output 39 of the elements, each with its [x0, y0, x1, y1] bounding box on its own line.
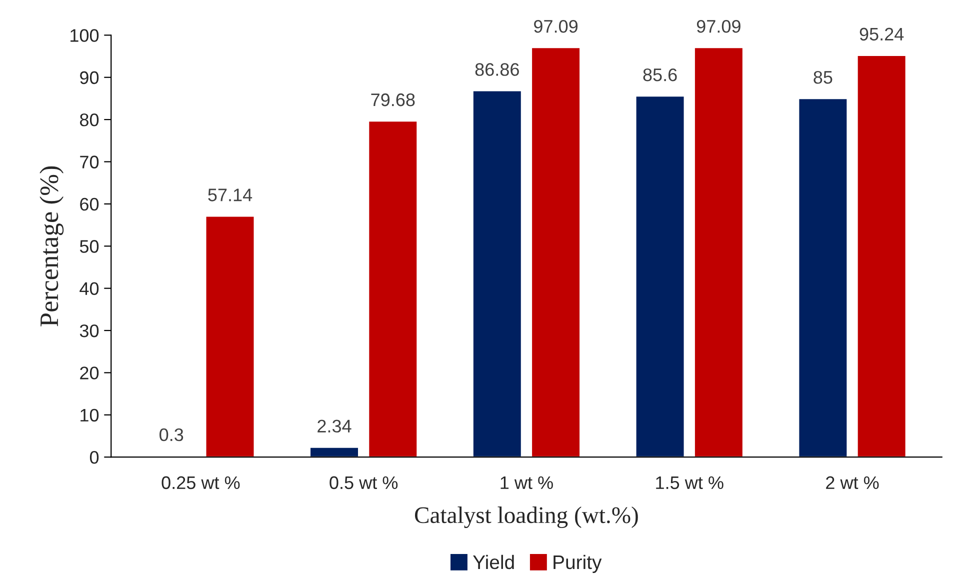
x-tick-label: 2 wt % [826, 476, 879, 490]
legend-label: Yield [473, 554, 514, 570]
data-label: 79.68 [371, 93, 415, 106]
y-tick-label: 10 [80, 408, 99, 422]
bar [472, 90, 522, 458]
bar [856, 54, 907, 458]
data-label: 97.09 [696, 20, 740, 33]
data-label: 57.14 [208, 188, 252, 202]
bar [204, 215, 256, 458]
y-tick-label: 20 [80, 366, 99, 380]
y-tick-label: 60 [80, 198, 99, 211]
data-label: 85 [814, 70, 832, 84]
x-tick-label: 1.5 wt % [656, 476, 724, 490]
y-tick-label: 30 [80, 324, 99, 338]
bar [694, 46, 744, 458]
data-label: 86.86 [475, 63, 519, 76]
bar [530, 46, 581, 458]
legend-label: Purity [554, 554, 602, 573]
data-label: 0.3 [160, 428, 184, 442]
y-tick-label: 50 [80, 240, 99, 253]
bar [368, 120, 418, 458]
y-tick-label: 80 [80, 113, 99, 126]
bar [309, 446, 360, 458]
bar [798, 98, 848, 458]
y-tick-label: 90 [80, 71, 99, 84]
data-label: 95.24 [860, 28, 904, 41]
y-tick-label: 100 [70, 29, 99, 42]
x-tick-label: 1 wt % [500, 476, 553, 490]
x-axis-title: Catalyst loading (wt.%) [414, 506, 638, 528]
data-label: 97.09 [534, 20, 578, 33]
y-tick-label: 40 [80, 282, 99, 296]
x-tick-label: 0.5 wt % [330, 476, 398, 490]
data-label: 2.34 [318, 420, 352, 433]
data-label: 85.6 [643, 68, 677, 82]
x-tick-label: 0.25 wt % [162, 476, 240, 490]
y-tick-label: 70 [80, 156, 99, 168]
y-tick-label: 0 [90, 451, 99, 464]
bar [634, 95, 686, 458]
y-axis-title: Percentage (%) [40, 166, 64, 326]
